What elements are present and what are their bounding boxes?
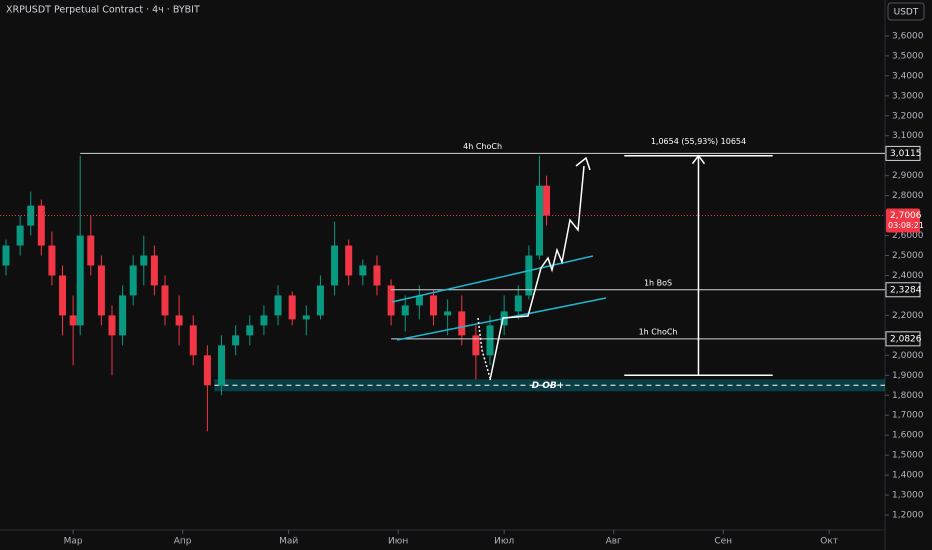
level-name: 1h ChoCh <box>639 327 678 336</box>
level-price-box <box>885 282 921 298</box>
candle-body <box>16 225 24 246</box>
candle-body <box>175 315 183 326</box>
x-tick-label: Окт <box>820 537 838 547</box>
y-tick-label: 3,1000 <box>892 131 924 141</box>
level-price-label: 2,3284 <box>890 285 922 295</box>
y-tick-label: 2,4000 <box>892 271 924 281</box>
candle-body <box>97 265 105 316</box>
x-tick-label: Апр <box>174 537 192 547</box>
y-tick-label: 1,2000 <box>892 511 924 521</box>
x-tick-label: Июн <box>388 537 408 547</box>
chart-title: XRPUSDT Perpetual Contract · 4ч · BYBIT <box>6 5 200 16</box>
y-tick-label: 2,2000 <box>892 311 924 321</box>
y-tick-label: 1,5000 <box>892 451 924 461</box>
y-tick-label: 1,4000 <box>892 471 924 481</box>
y-tick-label: 3,5000 <box>892 51 924 61</box>
x-tick-label: Авг <box>606 537 622 547</box>
candle-body <box>387 285 395 316</box>
y-tick-label: 3,6000 <box>892 31 924 41</box>
order-block-label: D OB+ <box>532 381 565 391</box>
current-price-label: 2,7006 <box>890 211 922 221</box>
candle-body <box>150 255 158 286</box>
candle-body <box>486 325 494 356</box>
projected-path <box>489 165 585 381</box>
channel-lower <box>396 297 607 341</box>
candle-body <box>108 315 116 336</box>
candle-body <box>2 245 10 266</box>
candle-body <box>59 275 67 316</box>
candle-body <box>232 335 240 346</box>
y-tick-label: 2,5000 <box>892 251 924 261</box>
candle-body <box>119 295 127 336</box>
level-price-box <box>885 331 921 347</box>
y-tick-label: 1,8000 <box>892 391 924 401</box>
countdown-label: 03:08:21 <box>888 221 924 230</box>
candle-body <box>514 295 522 312</box>
candle-body <box>37 205 45 246</box>
y-tick-label: 2,6000 <box>892 231 924 241</box>
candle-body <box>274 295 282 316</box>
y-tick-label: 1,9000 <box>892 371 924 381</box>
y-tick-label: 1,7000 <box>892 411 924 421</box>
x-tick-label: Июл <box>494 537 514 547</box>
candle-body <box>401 305 409 316</box>
level-name: 1h BoS <box>644 278 672 287</box>
candle-body <box>415 295 423 306</box>
x-tick-label: Май <box>279 537 298 547</box>
candle-body <box>218 345 226 386</box>
candle-body <box>302 315 310 320</box>
y-tick-label: 1,3000 <box>892 491 924 501</box>
y-tick-label: 2,8000 <box>892 191 924 201</box>
candle-body <box>373 265 381 286</box>
y-tick-label: 3,3000 <box>892 91 924 101</box>
measure-arrowhead <box>691 154 706 165</box>
candle-body <box>161 285 169 316</box>
candle-body <box>260 315 268 326</box>
candle-body <box>69 315 77 326</box>
projected-arrowhead <box>575 156 591 171</box>
candle-body <box>288 295 296 320</box>
current-price-box <box>886 208 920 233</box>
candle-body <box>331 245 339 286</box>
candle-body <box>140 255 148 266</box>
x-tick-label: Мар <box>64 537 83 547</box>
candle-body <box>472 335 480 356</box>
candle-body <box>246 325 254 336</box>
candle-body <box>203 355 211 386</box>
level-name: 4h ChoCh <box>463 142 502 151</box>
y-tick-label: 2,9000 <box>892 171 924 181</box>
currency-button[interactable] <box>887 2 925 21</box>
candle-body <box>535 185 543 256</box>
candle-body <box>525 255 533 296</box>
candle-body <box>48 245 56 276</box>
y-tick-label: 3,4000 <box>892 71 924 81</box>
candle-body <box>87 235 95 266</box>
candle-body <box>359 265 367 276</box>
y-tick-label: 3,2000 <box>892 111 924 121</box>
candle-body <box>458 311 466 336</box>
level-price-label: 2,0826 <box>890 334 922 344</box>
candle-body <box>345 245 353 276</box>
y-tick-label: 2,0000 <box>892 351 924 361</box>
x-tick-label: Сен <box>714 537 732 547</box>
candle-body <box>429 295 437 316</box>
level-price-box <box>885 145 921 161</box>
candle-body <box>543 185 551 216</box>
plot: 1,2000 1,3000 1,4000 1,5000 1,6000 1,7000 1,80… <box>0 31 924 547</box>
path-dotted <box>477 317 491 379</box>
candle-body <box>129 265 137 296</box>
candle-body <box>444 311 452 316</box>
measure-label: 1,0654 (55,93%) 10654 <box>651 137 746 146</box>
currency-button-label[interactable]: USDT <box>894 8 919 18</box>
candle-body <box>316 285 324 316</box>
level-price-label: 3,0115 <box>890 149 922 159</box>
candle-body <box>189 325 197 356</box>
y-tick-label: 1,6000 <box>892 431 924 441</box>
candle-body <box>76 235 84 326</box>
channel-upper <box>391 255 594 303</box>
